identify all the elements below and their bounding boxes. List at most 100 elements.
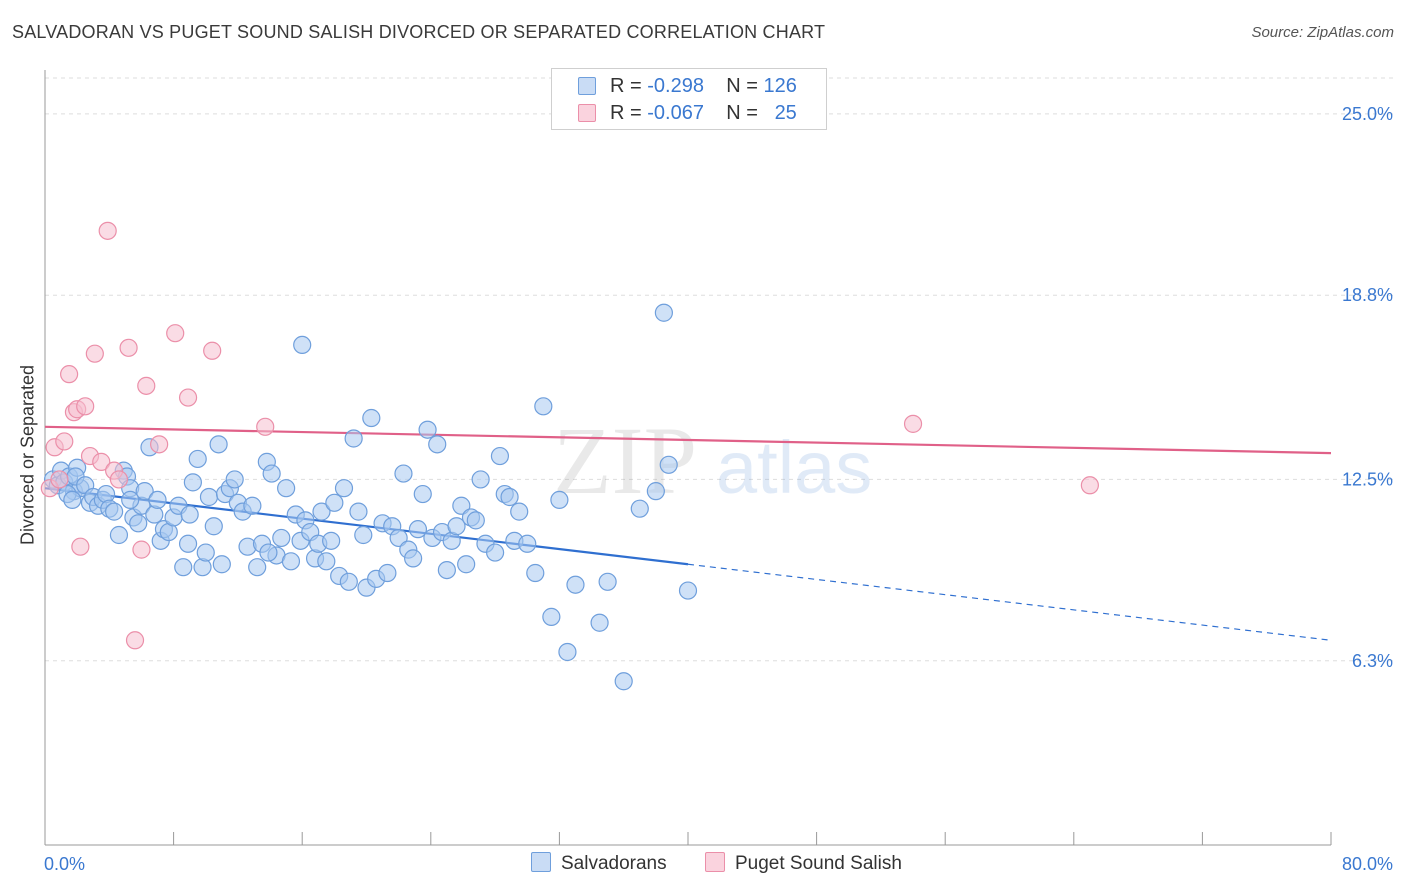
salvadoran-point	[404, 549, 423, 568]
salvadoran-trend-line-extension	[687, 563, 1332, 641]
salvadoran-point	[243, 496, 262, 515]
salvadoran-point	[259, 543, 278, 562]
salvadoran-point	[457, 555, 476, 574]
salvadoran-point	[654, 303, 673, 322]
salvadoran-point	[183, 473, 202, 492]
salvadoran-point	[418, 420, 437, 439]
salvadoran-point	[63, 490, 82, 510]
salvadoran-point	[471, 470, 490, 489]
salvadoran-point	[129, 514, 148, 533]
salvadoran-point	[526, 563, 545, 583]
salvadoran-point	[452, 496, 471, 515]
salvadoran-point	[394, 464, 413, 483]
salvadoran-point	[121, 490, 140, 510]
salvadoran-point	[248, 558, 267, 577]
source-label: Source: ZipAtlas.com	[1251, 24, 1394, 41]
salvadoran-point	[500, 487, 519, 507]
bottom-legend-label: Puget Sound Salish	[735, 853, 902, 874]
watermark-atlas: atlas	[716, 426, 872, 509]
salvadoran-point	[486, 543, 505, 562]
salvadoran-point	[317, 552, 336, 571]
salvadoran-point	[630, 499, 649, 518]
puget-sound-salish-point	[92, 452, 111, 471]
salvadoran-point	[378, 563, 397, 583]
salvadoran-point	[281, 552, 301, 571]
salvadoran-point	[293, 335, 312, 355]
salvadoran-point	[490, 446, 510, 466]
puget-sound-salish-point	[137, 376, 156, 395]
puget-sound-salish-point	[60, 365, 79, 384]
salvadoran-point	[354, 525, 373, 545]
salvadoran-point	[447, 517, 466, 536]
salvadoran-point	[428, 435, 447, 454]
puget-sound-salish-point	[1080, 476, 1099, 495]
chart-title: SALVADORAN VS PUGET SOUND SALISH DIVORCE…	[12, 22, 826, 42]
bottom-legend-swatch-pink	[705, 852, 725, 872]
bottom-legend-salvadorans: Salvadorans	[531, 852, 667, 875]
axes	[44, 70, 1332, 846]
salvadoran-point	[277, 479, 296, 498]
salvadoran-point	[349, 502, 368, 521]
puget-sound-salish-point	[903, 414, 923, 433]
salvadoran-point	[518, 534, 537, 553]
salvadoran-point	[558, 642, 577, 662]
legend-n-value: 126	[763, 75, 797, 97]
salvadoran-point	[204, 517, 223, 536]
salvadoran-point	[212, 555, 231, 574]
y-tick-label: 18.8%	[1342, 285, 1393, 305]
puget-sound-salish-point	[71, 537, 90, 556]
legend-r-value: -0.067	[647, 102, 704, 124]
puget-sound-salish-point	[85, 344, 104, 363]
tick-labels: 6.3% 12.5% 18.8% 25.0% 0.0% 80.0%	[44, 104, 1393, 874]
y-tick-label: 12.5%	[1342, 469, 1393, 489]
salvadoran-point	[466, 511, 485, 530]
puget-sound-salish-point	[76, 397, 95, 416]
salvadoran-point	[362, 408, 381, 428]
puget-sound-salish-point	[125, 631, 145, 650]
salvadoran-point	[174, 558, 193, 577]
salvadoran-point	[188, 449, 207, 469]
salvadoran-point	[534, 397, 553, 416]
salvadoran-point	[408, 520, 428, 539]
correlation-legend: R = -0.298 N = 126 R = -0.067 N = 25	[551, 68, 827, 130]
watermark: ZIP atlas	[553, 407, 872, 514]
salvadoran-point	[339, 572, 358, 591]
salvadoran-point	[678, 581, 698, 600]
salvadoran-point	[209, 435, 228, 454]
puget-sound-salish-point	[119, 338, 138, 357]
salvadoran-point	[135, 482, 154, 501]
salvadoran-point	[322, 531, 341, 550]
puget-sound-salish-point	[132, 540, 151, 559]
puget-sound-salish-point	[150, 435, 169, 454]
legend-n-label: N =	[726, 102, 758, 124]
puget-sound-salish-point	[55, 432, 74, 451]
puget-sound-salish-point	[178, 388, 198, 407]
salvadoran-point	[437, 560, 456, 580]
salvadoran-point	[225, 470, 244, 489]
salvadoran-point	[659, 455, 678, 474]
salvadoran-point	[542, 607, 561, 626]
legend-swatch-pink	[578, 104, 596, 122]
salvadoran-point	[262, 464, 281, 483]
legend-r-label: R =	[610, 75, 642, 97]
salvadoran-point	[413, 484, 432, 504]
salvadoran-point	[196, 543, 215, 562]
salvadoran-point	[510, 502, 529, 521]
legend-swatch-blue	[578, 77, 596, 95]
salvadoran-point	[598, 572, 617, 591]
salvadoran-point	[646, 482, 665, 501]
salvadoran-point	[312, 502, 331, 521]
gridlines	[45, 77, 1395, 662]
salvadoran-point	[199, 487, 219, 507]
salvadoran-point	[272, 528, 291, 548]
y-tick-label: 25.0%	[1342, 104, 1393, 124]
salvadoran-point	[344, 429, 363, 448]
legend-r-label: R =	[610, 102, 642, 124]
salvadoran-point	[105, 502, 124, 521]
legend-n-value: 25	[774, 102, 797, 124]
puget-sound-salish-point	[166, 324, 185, 343]
y-tick-label: 6.3%	[1352, 651, 1393, 671]
bottom-legend-puget-sound-salish: Puget Sound Salish	[705, 852, 902, 875]
salvadoran-point	[550, 490, 569, 510]
